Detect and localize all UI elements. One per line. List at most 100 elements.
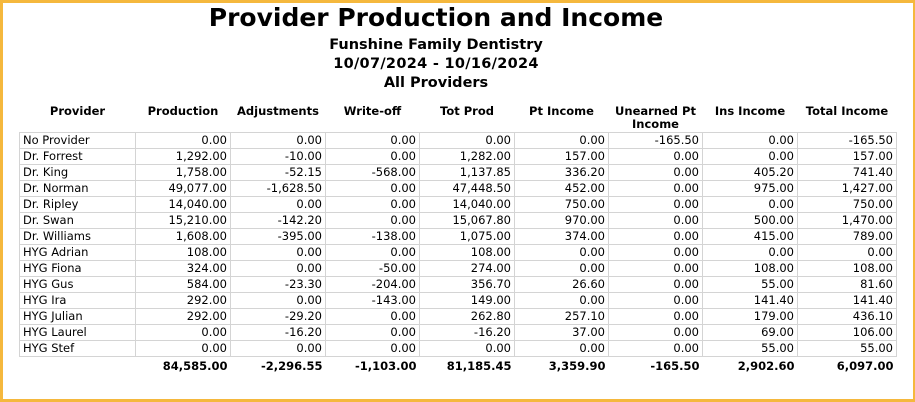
value-cell-ins-income: 0.00 [702, 195, 798, 213]
value-cell-ins-income: 0.00 [702, 131, 798, 149]
total-cell-pt-income: 3,359.90 [548, 358, 606, 373]
value-cell-production: 108.00 [135, 243, 231, 261]
value-cell-unearned-pt-income: -165.50 [608, 131, 703, 149]
value-cell-tot-prod: -16.20 [419, 323, 515, 341]
total-cell-unearned-pt-income: -165.50 [650, 358, 700, 373]
value-cell-unearned-pt-income: 0.00 [608, 275, 703, 293]
value-cell-tot-prod: 108.00 [419, 243, 515, 261]
column-header-adjustments: Adjustments [237, 104, 319, 118]
value-cell-tot-prod: 15,067.80 [419, 211, 515, 229]
provider-name-cell: HYG Adrian [19, 243, 136, 261]
value-cell-total-income: 1,427.00 [797, 179, 897, 197]
value-cell-tot-prod: 274.00 [419, 259, 515, 277]
value-cell-ins-income: 69.00 [702, 323, 798, 341]
value-cell-ins-income: 0.00 [702, 243, 798, 261]
value-cell-write-off: 0.00 [325, 195, 420, 213]
value-cell-adjustments: -23.30 [230, 275, 326, 293]
table-row: HYG Laurel 0.00 -16.20 0.00 -16.20 37.00 0.00 6… [19, 323, 897, 341]
totals-label-cell [20, 356, 136, 374]
value-cell-total-income: 741.40 [797, 163, 897, 181]
table-row: No Provider 0.00 0.00 0.00 0.00 0.00 -165.50 0.… [19, 131, 897, 149]
production-income-table: Provider Production Adjustments Write-off To… [19, 102, 897, 374]
table-row: HYG Julian 292.00 -29.20 0.00 262.80 257.10 0.… [19, 307, 897, 325]
value-cell-adjustments: -29.20 [230, 307, 326, 325]
date-range: 10/07/2024 - 10/16/2024 [333, 56, 539, 72]
value-cell-total-income: -165.50 [797, 131, 897, 149]
value-cell-pt-income: 374.00 [514, 227, 609, 245]
value-cell-total-income: 436.10 [797, 307, 897, 325]
value-cell-pt-income: 970.00 [514, 211, 609, 229]
value-cell-tot-prod: 1,137.85 [419, 163, 515, 181]
value-cell-pt-income: 0.00 [514, 259, 609, 277]
value-cell-adjustments: 0.00 [230, 291, 326, 309]
table-row: Dr. King 1,758.00 -52.15 -568.00 1,137.85 336… [19, 163, 897, 181]
value-cell-adjustments: 0.00 [230, 195, 326, 213]
value-cell-ins-income: 179.00 [702, 307, 798, 325]
value-cell-adjustments: -52.15 [230, 163, 326, 181]
table-body: No Provider 0.00 0.00 0.00 0.00 0.00 -165.50 0.… [19, 131, 897, 374]
value-cell-production: 0.00 [135, 131, 231, 149]
value-cell-write-off: 0.00 [325, 131, 420, 149]
value-cell-total-income: 789.00 [797, 227, 897, 245]
value-cell-adjustments: -16.20 [230, 323, 326, 341]
value-cell-ins-income: 141.40 [702, 291, 798, 309]
value-cell-write-off: 0.00 [325, 243, 420, 261]
provider-name-cell: Dr. Norman [19, 179, 136, 197]
value-cell-total-income: 1,470.00 [797, 211, 897, 229]
value-cell-tot-prod: 47,448.50 [419, 179, 515, 197]
value-cell-production: 49,077.00 [135, 179, 231, 197]
provider-name-cell: HYG Laurel [19, 323, 136, 341]
value-cell-unearned-pt-income: 0.00 [608, 259, 703, 277]
table-row: HYG Ira 292.00 0.00 -143.00 149.00 0.00 0.00 14… [19, 291, 897, 309]
value-cell-production: 0.00 [135, 339, 231, 357]
table-row: HYG Gus 584.00 -23.30 -204.00 356.70 26.60 0.0… [19, 275, 897, 293]
value-cell-tot-prod: 0.00 [419, 131, 515, 149]
provider-name-cell: Dr. Ripley [19, 195, 136, 213]
value-cell-write-off: -138.00 [325, 227, 420, 245]
column-header-write-off: Write-off [343, 104, 402, 118]
value-cell-unearned-pt-income: 0.00 [608, 147, 703, 165]
value-cell-unearned-pt-income: 0.00 [608, 227, 703, 245]
provider-name-cell: Dr. Williams [19, 227, 136, 245]
table-row: HYG Adrian 108.00 0.00 0.00 108.00 0.00 0.00 0.… [19, 243, 897, 261]
total-cell-production: 84,585.00 [162, 358, 228, 373]
table-row: Dr. Forrest 1,292.00 -10.00 0.00 1,282.00 157… [19, 147, 897, 165]
value-cell-write-off: -143.00 [325, 291, 420, 309]
value-cell-write-off: -50.00 [325, 259, 420, 277]
column-header-pt-income: Pt Income [529, 104, 594, 118]
value-cell-pt-income: 452.00 [514, 179, 609, 197]
value-cell-write-off: 0.00 [325, 179, 420, 197]
value-cell-unearned-pt-income: 0.00 [608, 163, 703, 181]
value-cell-production: 0.00 [135, 323, 231, 341]
value-cell-adjustments: 0.00 [230, 259, 326, 277]
value-cell-total-income: 157.00 [797, 147, 897, 165]
value-cell-ins-income: 55.00 [702, 275, 798, 293]
value-cell-production: 1,292.00 [135, 147, 231, 165]
value-cell-unearned-pt-income: 0.00 [608, 179, 703, 197]
value-cell-pt-income: 26.60 [514, 275, 609, 293]
value-cell-pt-income: 750.00 [514, 195, 609, 213]
total-cell-ins-income: 2,902.60 [737, 358, 795, 373]
value-cell-write-off: 0.00 [325, 339, 420, 357]
value-cell-pt-income: 257.10 [514, 307, 609, 325]
value-cell-ins-income: 415.00 [702, 227, 798, 245]
value-cell-adjustments: 0.00 [230, 131, 326, 149]
value-cell-tot-prod: 1,075.00 [419, 227, 515, 245]
header-row: Provider Production Adjustments Write-off To… [20, 102, 897, 132]
value-cell-ins-income: 0.00 [702, 147, 798, 165]
value-cell-tot-prod: 1,282.00 [419, 147, 515, 165]
value-cell-adjustments: 0.00 [230, 243, 326, 261]
value-cell-unearned-pt-income: 0.00 [608, 291, 703, 309]
provider-name-cell: HYG Stef [19, 339, 136, 357]
value-cell-adjustments: -1,628.50 [230, 179, 326, 197]
value-cell-unearned-pt-income: 0.00 [608, 339, 703, 357]
value-cell-ins-income: 500.00 [702, 211, 798, 229]
value-cell-write-off: -204.00 [325, 275, 420, 293]
value-cell-total-income: 750.00 [797, 195, 897, 213]
value-cell-unearned-pt-income: 0.00 [608, 211, 703, 229]
column-header-provider: Provider [49, 104, 106, 118]
value-cell-total-income: 81.60 [797, 275, 897, 293]
value-cell-write-off: -568.00 [325, 163, 420, 181]
provider-name-cell: HYG Ira [19, 291, 136, 309]
value-cell-production: 324.00 [135, 259, 231, 277]
